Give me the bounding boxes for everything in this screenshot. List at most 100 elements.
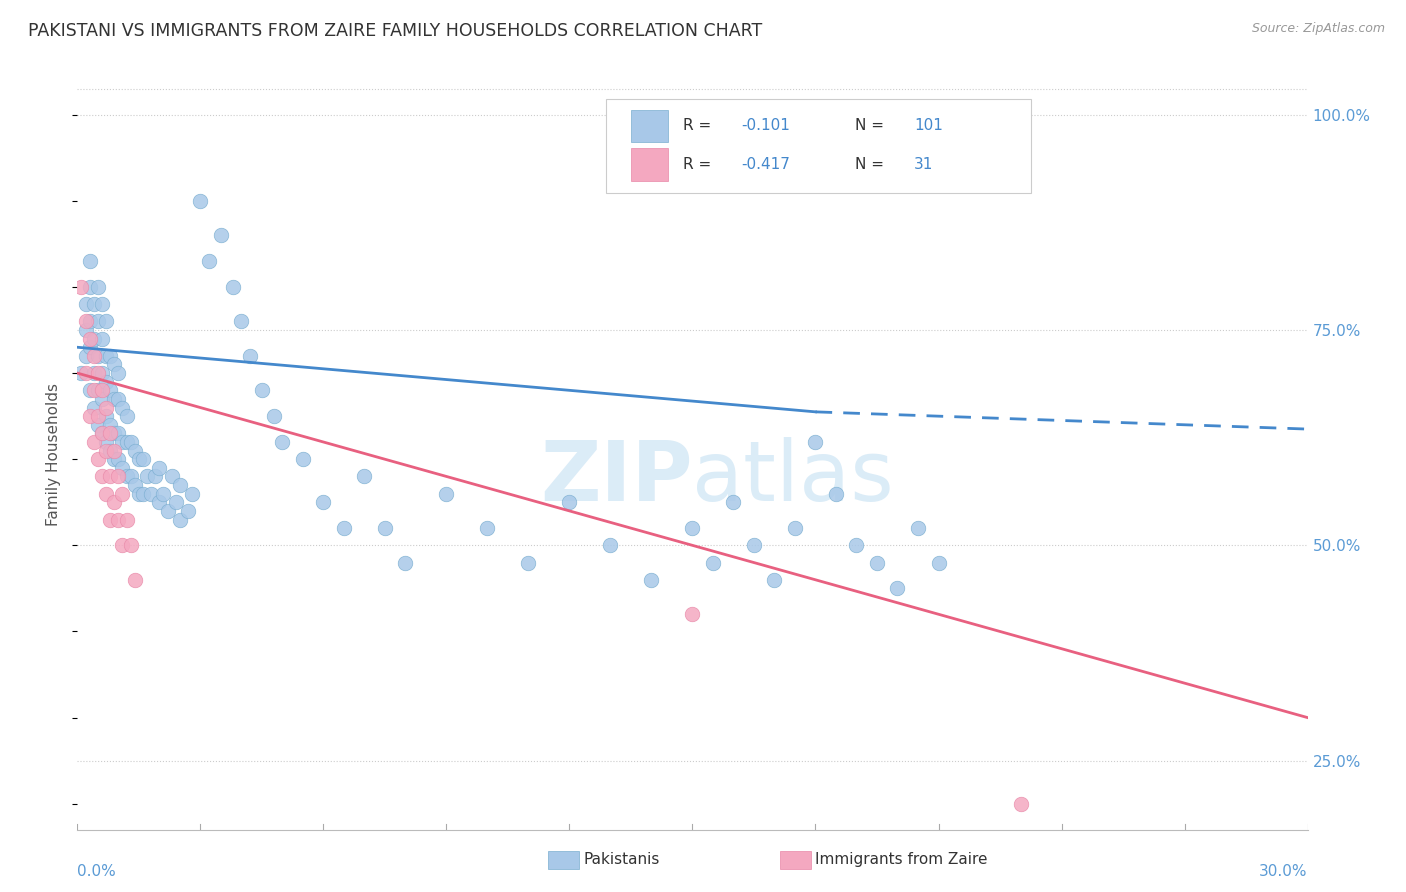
Point <box>107 452 129 467</box>
Point <box>103 426 125 441</box>
Point <box>87 314 110 328</box>
Text: N =: N = <box>855 158 889 172</box>
Point <box>98 469 121 483</box>
Point <box>132 452 155 467</box>
Point <box>94 443 117 458</box>
Point <box>79 280 101 294</box>
Point <box>103 495 125 509</box>
Point <box>136 469 159 483</box>
Point <box>886 582 908 596</box>
Y-axis label: Family Households: Family Households <box>46 384 62 526</box>
Point <box>271 435 294 450</box>
Point <box>107 469 129 483</box>
Point <box>250 384 273 398</box>
Point <box>517 556 540 570</box>
Point <box>94 435 117 450</box>
Point <box>90 297 114 311</box>
Point <box>160 469 183 483</box>
Point <box>436 486 458 500</box>
Point <box>75 349 97 363</box>
Point <box>111 401 134 415</box>
Text: N =: N = <box>855 119 889 134</box>
Point <box>222 280 245 294</box>
Point <box>83 349 105 363</box>
Point <box>111 435 134 450</box>
Text: -0.101: -0.101 <box>742 119 790 134</box>
Point <box>209 228 232 243</box>
Point <box>98 443 121 458</box>
Point <box>128 486 150 500</box>
Point <box>70 280 93 294</box>
Point <box>83 366 105 380</box>
Point <box>804 435 827 450</box>
Point <box>98 384 121 398</box>
Point <box>682 607 704 622</box>
Point <box>291 452 314 467</box>
Text: 30.0%: 30.0% <box>1260 864 1308 879</box>
Text: R =: R = <box>683 158 716 172</box>
Point <box>87 366 110 380</box>
Point <box>723 495 745 509</box>
Text: Source: ZipAtlas.com: Source: ZipAtlas.com <box>1251 22 1385 36</box>
Point <box>702 556 724 570</box>
Point <box>83 435 105 450</box>
Point <box>148 495 170 509</box>
Point <box>83 384 105 398</box>
Point <box>90 426 114 441</box>
Point <box>120 538 142 552</box>
Point <box>825 486 848 500</box>
Point <box>103 392 125 406</box>
Point <box>477 521 499 535</box>
Point <box>75 323 97 337</box>
Point <box>90 426 114 441</box>
Point <box>103 358 125 372</box>
Point <box>79 384 101 398</box>
Point <box>90 392 114 406</box>
Point <box>83 401 105 415</box>
Point <box>115 469 138 483</box>
Point <box>111 460 134 475</box>
Text: PAKISTANI VS IMMIGRANTS FROM ZAIRE FAMILY HOUSEHOLDS CORRELATION CHART: PAKISTANI VS IMMIGRANTS FROM ZAIRE FAMIL… <box>28 22 762 40</box>
Text: 31: 31 <box>914 158 934 172</box>
Point <box>98 426 121 441</box>
Point <box>682 521 704 535</box>
Point <box>132 486 155 500</box>
Point <box>79 409 101 424</box>
Point <box>111 538 134 552</box>
Point <box>98 417 121 432</box>
Text: Pakistanis: Pakistanis <box>583 853 659 867</box>
Point <box>87 384 110 398</box>
Point <box>115 512 138 526</box>
Point <box>79 340 101 354</box>
Point <box>79 254 101 268</box>
Point <box>115 435 138 450</box>
Point <box>169 478 191 492</box>
Point <box>94 349 117 363</box>
Point <box>94 401 117 415</box>
Point <box>90 366 114 380</box>
Point <box>79 332 101 346</box>
Point <box>87 409 110 424</box>
Point <box>181 486 204 500</box>
Point <box>188 194 212 208</box>
Point <box>169 512 191 526</box>
Point <box>128 452 150 467</box>
Point <box>197 254 219 268</box>
Point <box>742 538 765 552</box>
Point <box>103 443 125 458</box>
Point <box>70 366 93 380</box>
Text: R =: R = <box>683 119 716 134</box>
Point <box>87 280 110 294</box>
Bar <box>631 110 668 143</box>
Text: 0.0%: 0.0% <box>77 864 117 879</box>
Point <box>165 495 187 509</box>
Text: atlas: atlas <box>693 437 894 518</box>
FancyBboxPatch shape <box>606 99 1031 193</box>
Text: Immigrants from Zaire: Immigrants from Zaire <box>815 853 988 867</box>
Point <box>374 521 396 535</box>
Point <box>103 452 125 467</box>
Point <box>263 409 285 424</box>
Point <box>640 573 662 587</box>
Text: ZIP: ZIP <box>540 437 693 518</box>
Point <box>599 538 621 552</box>
